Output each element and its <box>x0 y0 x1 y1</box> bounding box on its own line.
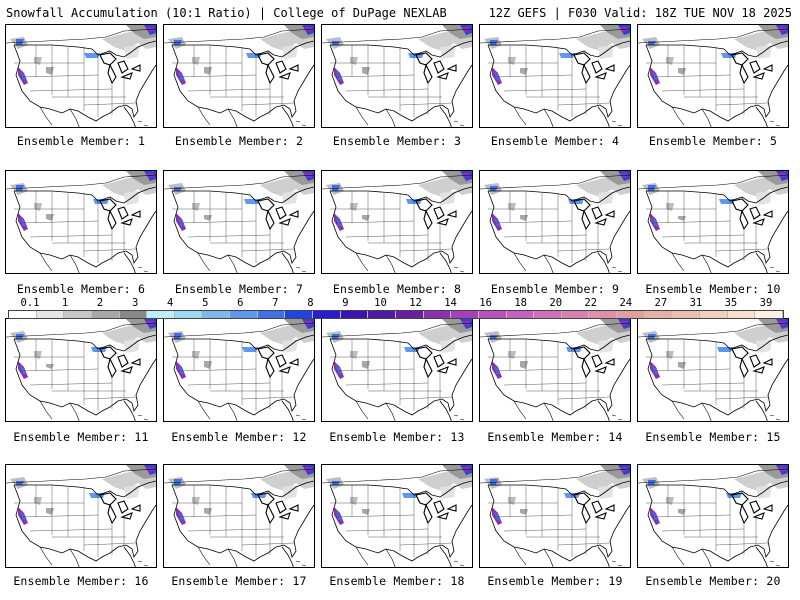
colorbar-tick-label: 27 <box>654 297 668 309</box>
colorbar-tick-label: 1 <box>61 297 69 309</box>
ensemble-map-panel <box>5 464 157 568</box>
colorbar-segment <box>340 311 369 318</box>
colorbar-segment <box>589 311 618 318</box>
colorbar-tick-label: 7 <box>272 297 279 309</box>
ensemble-map-panel <box>5 24 157 128</box>
colorbar-segment <box>313 311 341 318</box>
colorbar-segment <box>451 311 479 318</box>
ensemble-map-panel <box>637 24 789 128</box>
colorbar-tick-label: 35 <box>724 297 738 309</box>
colorbar-segment <box>36 311 65 318</box>
snowfall-colorbar <box>8 310 784 319</box>
ensemble-member-label: Ensemble Member: 6 <box>16 282 146 296</box>
colorbar-segment <box>755 311 783 318</box>
colorbar-tick-label: 14 <box>444 297 457 309</box>
ensemble-member-label: Ensemble Member: 14 <box>487 430 623 444</box>
colorbar-tick-label: 8 <box>307 297 314 309</box>
map-title: Snowfall Accumulation (10:1 Ratio) | Col… <box>6 6 447 20</box>
colorbar-tick-label: 24 <box>619 297 633 309</box>
ensemble-map-panel <box>5 170 157 274</box>
colorbar-segment <box>9 311 37 318</box>
colorbar-tick-label: 16 <box>479 297 492 309</box>
ensemble-member-label: Ensemble Member: 5 <box>648 134 778 148</box>
ensemble-member-label: Ensemble Member: 18 <box>329 574 465 588</box>
colorbar-segment <box>423 311 452 318</box>
ensemble-map-panel <box>479 24 631 128</box>
colorbar-segment <box>395 311 424 318</box>
ensemble-member-label: Ensemble Member: 16 <box>13 574 149 588</box>
ensemble-map-panel <box>321 318 473 422</box>
colorbar-tick-label: 10 <box>374 297 387 309</box>
ensemble-member-label: Ensemble Member: 1 <box>16 134 146 148</box>
colorbar-labels: 0.1 1 2 3 4 5 6 7 8 9 10 12 14 16 18 20 22 24 27 31 35 39 <box>8 297 784 309</box>
colorbar-segment <box>727 311 756 318</box>
colorbar-tick-label: 39 <box>759 297 773 309</box>
colorbar-tick-label: 20 <box>549 297 563 309</box>
colorbar-segment <box>230 311 258 318</box>
ensemble-map-panel <box>321 464 473 568</box>
ensemble-map-panel <box>479 464 631 568</box>
ensemble-member-label: Ensemble Member: 10 <box>645 282 781 296</box>
ensemble-map-panel <box>321 170 473 274</box>
ensemble-member-label: Ensemble Member: 3 <box>332 134 462 148</box>
colorbar-tick-label: 12 <box>409 297 422 309</box>
ensemble-member-label: Ensemble Member: 2 <box>174 134 304 148</box>
colorbar-tick-label: 18 <box>514 297 527 309</box>
colorbar-segment <box>534 311 562 318</box>
colorbar-tick-label: 3 <box>131 297 139 309</box>
colorbar-tick-label: 5 <box>202 297 209 309</box>
colorbar-tick-label: 2 <box>96 297 104 309</box>
colorbar-tick-label: 22 <box>584 297 598 309</box>
ensemble-member-label: Ensemble Member: 15 <box>645 430 781 444</box>
ensemble-member-label: Ensemble Member: 11 <box>13 430 149 444</box>
ensemble-map-panel <box>163 170 315 274</box>
ensemble-map-panel <box>5 318 157 422</box>
ensemble-member-label: Ensemble Member: 9 <box>490 282 620 296</box>
colorbar-segment <box>147 311 175 318</box>
colorbar-segment <box>119 311 148 318</box>
ensemble-member-label: Ensemble Member: 7 <box>174 282 304 296</box>
ensemble-map-panel <box>479 318 631 422</box>
colorbar-tick-label: 31 <box>689 297 703 309</box>
ensemble-member-label: Ensemble Member: 4 <box>490 134 620 148</box>
colorbar-segment <box>91 311 120 318</box>
ensemble-map-panel <box>321 24 473 128</box>
ensemble-map-panel <box>637 318 789 422</box>
colorbar-segment <box>257 311 286 318</box>
model-valid-time: 12Z GEFS | F030 Valid: 18Z TUE NOV 18 20… <box>488 6 792 20</box>
ensemble-member-label: Ensemble Member: 12 <box>171 430 307 444</box>
ensemble-map-panel <box>637 170 789 274</box>
ensemble-map-panel <box>163 464 315 568</box>
colorbar-segment <box>368 311 396 318</box>
ensemble-member-label: Ensemble Member: 13 <box>329 430 465 444</box>
colorbar-segment <box>202 311 231 318</box>
ensemble-map-panel <box>163 24 315 128</box>
ensemble-member-label: Ensemble Member: 19 <box>487 574 623 588</box>
colorbar-tick-label: 0.1 <box>20 297 40 309</box>
ensemble-map-panel <box>479 170 631 274</box>
ensemble-member-label: Ensemble Member: 8 <box>332 282 462 296</box>
colorbar-tick-label: 6 <box>237 297 244 309</box>
ensemble-map-panel <box>163 318 315 422</box>
colorbar-segment <box>478 311 507 318</box>
colorbar-segment <box>561 311 590 318</box>
colorbar-segment <box>64 311 92 318</box>
ensemble-member-label: Ensemble Member: 17 <box>171 574 307 588</box>
colorbar-segment <box>644 311 673 318</box>
colorbar-segment <box>506 311 535 318</box>
colorbar-tick-label: 9 <box>342 297 349 309</box>
colorbar-segment <box>617 311 645 318</box>
colorbar-segment <box>700 311 728 318</box>
colorbar-segment <box>285 311 314 318</box>
colorbar-segment <box>174 311 203 318</box>
ensemble-member-label: Ensemble Member: 20 <box>645 574 781 588</box>
ensemble-map-panel <box>637 464 789 568</box>
colorbar-segment <box>672 311 701 318</box>
colorbar-tick-label: 4 <box>167 297 174 309</box>
